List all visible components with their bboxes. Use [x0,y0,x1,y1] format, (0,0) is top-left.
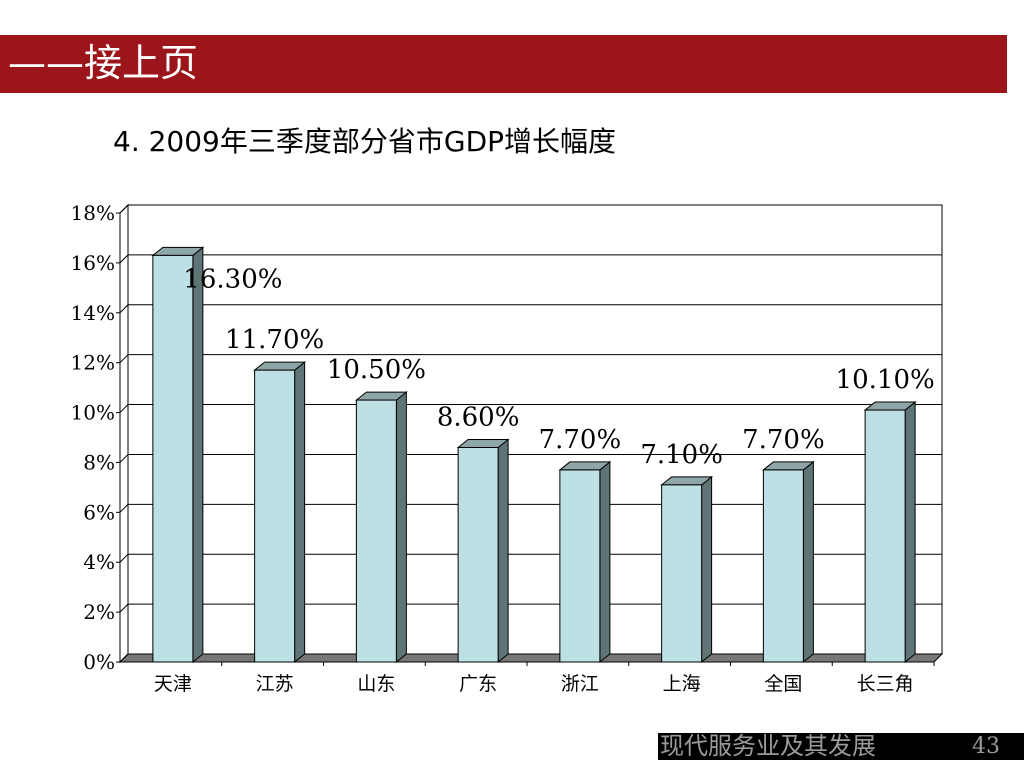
y-tick-label: 14% [71,301,115,325]
gridline-depth [119,503,129,513]
x-tick-label: 广东 [459,673,497,695]
gridline-depth [119,653,129,663]
y-tick-label: 18% [71,201,115,225]
y-tick-label: 8% [83,450,115,474]
x-tick-label: 江苏 [256,673,294,695]
data-label: 11.70% [225,325,324,355]
bar-side [599,460,611,664]
x-tick-label: 浙江 [561,673,599,695]
bar-side [904,401,916,664]
gridline-depth [119,204,129,214]
bar [457,446,499,663]
data-label: 7.70% [539,425,622,455]
bar-side [497,438,509,664]
y-tick-label: 10% [71,401,115,425]
plot-floor [118,653,944,663]
data-label: 10.50% [327,355,426,385]
y-tick-label: 0% [83,650,115,674]
y-tick-label: 2% [83,600,115,624]
gridline-depth [119,254,129,264]
header-text: ——接上页 [8,41,199,85]
header-bar: ——接上页 [0,35,1007,93]
data-label: 7.70% [742,425,825,455]
gridline-depth [119,603,129,613]
y-tick-label: 16% [71,251,115,275]
x-tick-label: 天津 [154,673,192,695]
footer-text: 现代服务业及其发展 [660,732,876,760]
y-tick-label: 12% [71,351,115,375]
bar [254,369,296,663]
gridline-depth [119,553,129,563]
gridline-depth [119,304,129,314]
bar [355,399,397,663]
gridline-depth [119,454,129,463]
footer-bar: 现代服务业及其发展 43 [658,732,1024,760]
data-label: 8.60% [437,402,520,432]
data-label: 10.10% [836,365,935,395]
page-number: 43 [972,734,1000,759]
bar [152,254,194,663]
bar-side [701,475,713,664]
gridline-depth [119,354,129,364]
x-tick-label: 长三角 [857,673,914,695]
data-label: 16.30% [183,264,282,294]
bar [762,469,804,663]
bar [864,409,906,663]
plot-side-wall [119,203,129,664]
slide-title: 4. 2009年三季度部分省市GDP增长幅度 [113,125,617,158]
y-tick-label: 4% [83,550,115,574]
x-tick-label: 上海 [663,673,701,695]
y-tick-label: 6% [83,500,115,524]
bar-side [192,246,204,664]
gridline-depth [119,404,129,413]
x-tick-label: 山东 [357,673,395,695]
bar-side [294,361,306,664]
bar-side [802,460,814,664]
bar-side [395,391,407,664]
x-tick-label: 全国 [764,673,802,695]
bar [559,469,601,663]
data-label: 7.10% [640,440,723,470]
bar [661,484,703,663]
